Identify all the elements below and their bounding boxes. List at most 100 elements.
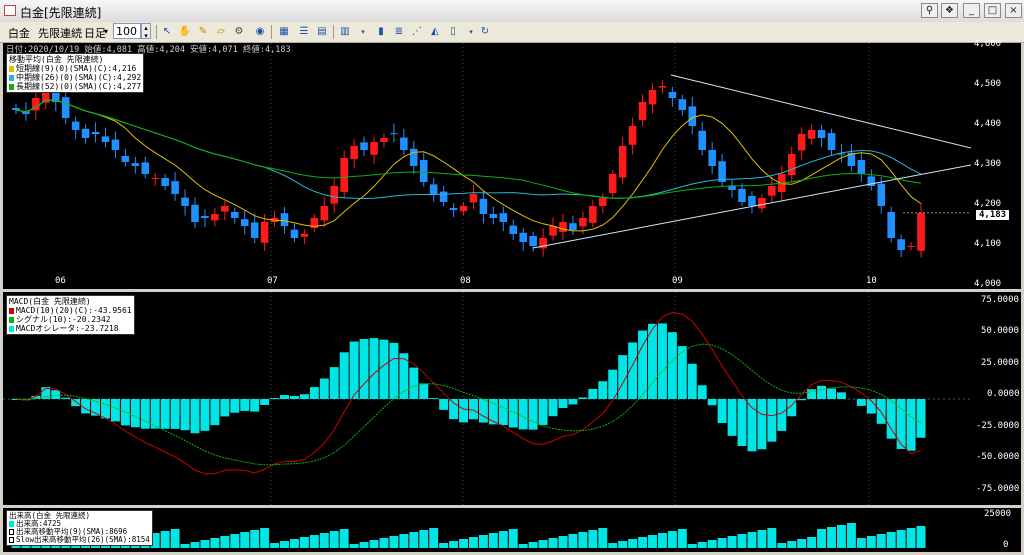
volume-bar [488,533,498,548]
list-icon[interactable]: ☰ [299,26,309,37]
oscillator-bar [667,332,677,399]
volume-bar [260,528,270,548]
candle-body [758,198,766,209]
window-title: 白金[先限連続] [20,6,102,20]
volume-bar [508,529,518,548]
bar-count-spinner[interactable]: ▴ ▾ [141,23,151,40]
month-label: 09 [672,276,683,286]
volume-bar [270,543,280,548]
bar-chart-icon[interactable]: ▥ [340,26,350,37]
volume-bar [280,541,289,548]
cursor-icon[interactable]: ↖ [162,26,172,37]
volume-bar [807,537,817,548]
maximize-button[interactable]: □ [984,3,1001,18]
symbol-menu[interactable]: 白金 [8,27,30,40]
refresh-icon[interactable]: ↻ [480,26,490,37]
candle-body [250,222,259,238]
macd-legend[interactable]: MACD(白金 先限連続) MACD(10)(20)(C):-43.9561 シ… [6,295,135,335]
volume-bar [498,531,508,548]
oscillator-bar [677,346,687,399]
link-icon[interactable]: ⚲ [921,3,938,18]
price-tick: 4,200 [974,199,1002,209]
volume-bar [856,538,866,548]
oscillator-bar [618,355,628,399]
volume-bar [369,540,379,548]
period-menu[interactable]: 日足 [84,27,106,40]
close-button[interactable]: × [1005,3,1022,18]
ma-short-line [15,99,922,232]
volume-bar [916,526,926,548]
volume-bar [797,539,807,548]
table-icon[interactable]: ▤ [317,26,327,37]
candle-body [12,108,20,110]
candle-body [91,132,100,134]
signal-entry: シグナル(10):-20.2342 [9,315,132,324]
panel-splitter[interactable] [2,289,1022,292]
candle-body [559,222,567,232]
contract-menu[interactable]: 先限連続 [38,27,82,40]
volume-bar [329,531,339,548]
macd-tick: -25.0000 [976,421,1020,431]
candle-body [131,163,140,166]
oscillator-bar [399,353,409,399]
dropdown-icon[interactable]: ▾ [469,28,473,36]
candle-body [479,198,488,214]
month-label: 07 [267,276,278,286]
macd-panel[interactable] [3,292,971,505]
oscillator-bar [190,399,200,434]
minimize-button[interactable]: _ [963,3,980,18]
volume-bar [648,535,657,548]
oscillator-bar [260,399,270,405]
help-icon[interactable]: ◉ [255,26,265,37]
column-chart-icon[interactable]: ▮ [378,26,384,37]
candle-body [668,92,677,98]
candle-body [628,126,637,145]
pen-icon[interactable]: ✎ [198,26,208,37]
volume-bar [11,544,21,548]
candle-body [350,146,358,160]
oscillator-bar [220,399,230,417]
oscillator-bar [588,388,598,399]
eraser-icon[interactable]: ▱ [217,26,225,37]
oscillator-bar [230,399,240,413]
price-chart-panel[interactable] [3,43,971,289]
macd-tick: -75.0000 [976,484,1020,494]
candle-body [907,246,915,247]
oscillator-bar [787,399,797,417]
volume-legend[interactable]: 出来高(白金 先限連続) 出来高:4725 出来高移動平均(9)(SMA):86… [6,510,153,546]
grid-icon[interactable]: ▦ [279,26,289,37]
candle-body [549,226,557,236]
macd-tick: 50.0000 [981,326,1019,336]
candle-body [419,160,428,182]
volume-bar [220,536,230,548]
volume-bar [528,542,538,548]
volume-bar [409,532,419,548]
volume-bar [170,529,180,548]
mountain-icon[interactable]: ◭ [431,26,439,37]
line-chart-icon[interactable]: ⋰ [412,26,422,37]
pin-icon[interactable]: ❖ [941,3,958,18]
volume-bar [459,539,468,548]
rows-icon[interactable]: ≣ [394,26,404,37]
panel-splitter[interactable] [2,505,1022,508]
volume-bar [707,540,717,548]
period-dropdown-arrow[interactable]: ▾ [104,27,109,36]
legend-swatch [9,307,14,314]
candle-body [569,223,577,230]
ma-legend[interactable]: 移動平均(白金 先限連続) 短期線(9)(0)(SMA)(C):4,216 中期… [6,53,145,93]
candle-body [539,238,547,249]
candle-body [489,214,498,218]
volume-axis [971,508,1021,552]
volume-bar [836,525,846,548]
hand-icon[interactable]: ✋ [178,26,192,37]
oscillator-bar [528,399,538,430]
bar-count-input[interactable]: 100 [113,23,141,39]
oscillator-bar [289,395,299,399]
dropdown-icon[interactable]: ▾ [361,28,365,36]
candle-icon[interactable]: ▯ [450,26,456,37]
settings-icon[interactable]: ⚙ [234,26,244,37]
legend-swatch [9,529,14,535]
volume-bar [359,542,369,548]
volume-bar [180,544,190,548]
oscillator-bar [807,389,817,399]
